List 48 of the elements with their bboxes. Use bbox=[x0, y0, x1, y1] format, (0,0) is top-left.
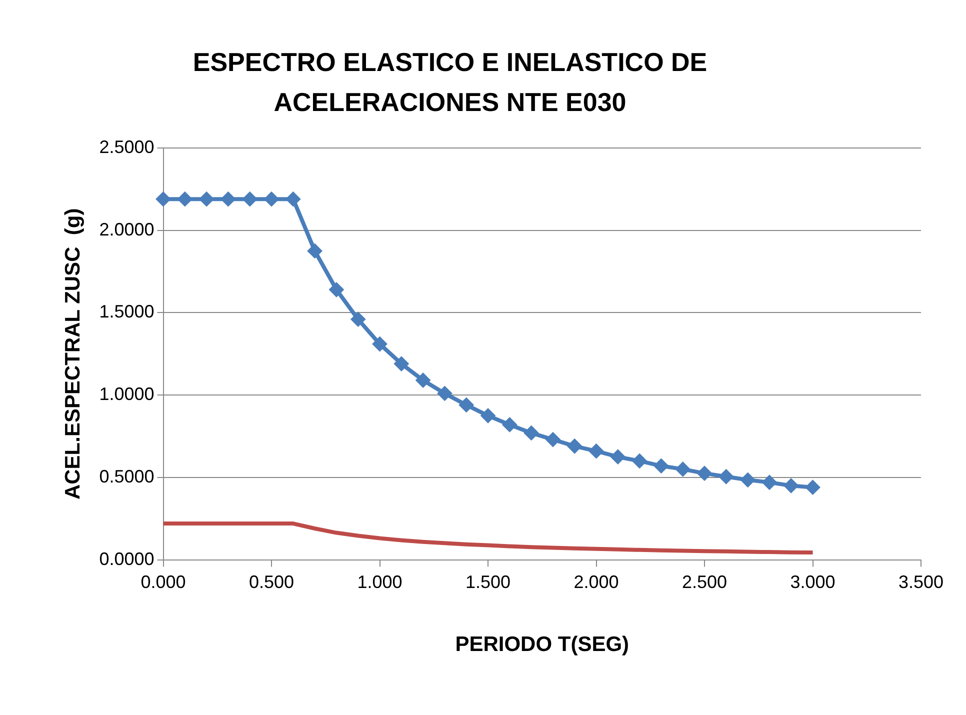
y-tick-label: 2.5000 bbox=[99, 136, 154, 157]
point bbox=[286, 192, 301, 207]
point bbox=[567, 438, 582, 454]
point bbox=[242, 192, 258, 207]
y-tick-label: 1.0000 bbox=[99, 384, 154, 404]
point bbox=[697, 466, 712, 481]
point bbox=[805, 480, 820, 495]
point bbox=[480, 408, 496, 424]
point bbox=[156, 192, 171, 207]
point bbox=[199, 192, 214, 207]
x-tick-label: 2.500 bbox=[682, 572, 728, 592]
point bbox=[675, 462, 690, 477]
x-tick-label: 1.000 bbox=[357, 572, 402, 592]
point bbox=[307, 243, 322, 258]
point bbox=[328, 282, 344, 298]
y-tick-label: 0.5000 bbox=[99, 466, 154, 486]
point bbox=[784, 478, 799, 494]
point bbox=[394, 356, 409, 372]
x-tick-label: 0.500 bbox=[248, 572, 294, 592]
point bbox=[177, 192, 192, 207]
point bbox=[545, 432, 560, 448]
point bbox=[632, 453, 648, 468]
point bbox=[220, 192, 236, 207]
point bbox=[437, 386, 452, 401]
point bbox=[740, 472, 756, 488]
y-tick-label: 1.5000 bbox=[99, 302, 154, 322]
point bbox=[588, 444, 604, 459]
x-tick-label: 1.500 bbox=[465, 572, 511, 592]
point bbox=[502, 417, 518, 432]
x-tick-label: 3.000 bbox=[790, 572, 836, 592]
point bbox=[372, 336, 388, 352]
y-tick-label: 0.0000 bbox=[99, 548, 154, 569]
point bbox=[458, 397, 474, 412]
point bbox=[416, 372, 431, 388]
y-axis-title: ACEL.ESPECTRAL ZUSC (g) bbox=[61, 208, 84, 500]
chart-title: ESPECTRO ELASTICO E INELASTICO DE ACELERACIONES NTE E030 bbox=[192, 46, 708, 119]
point bbox=[610, 449, 626, 464]
point bbox=[654, 458, 669, 474]
x-tick-label: 2.000 bbox=[574, 572, 619, 592]
point bbox=[762, 474, 777, 490]
point bbox=[264, 192, 280, 207]
x-tick-label: 0.000 bbox=[140, 572, 186, 592]
x-tick-label: 3.500 bbox=[898, 572, 944, 592]
y-tick-label: 2.0000 bbox=[99, 219, 154, 240]
x-axis-title: PERIODO T(SEG) bbox=[455, 633, 630, 656]
point bbox=[524, 425, 539, 440]
point bbox=[718, 469, 734, 484]
point bbox=[350, 312, 366, 327]
